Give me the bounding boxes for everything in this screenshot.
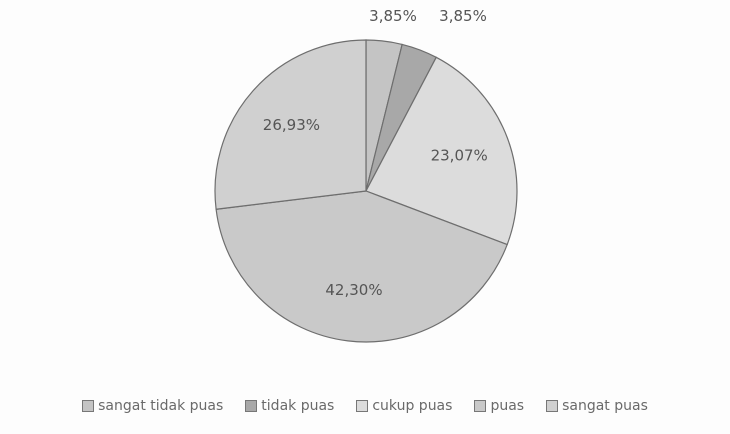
- pie-slice-puas: [215, 190, 508, 343]
- pie-slice-sangat-puas: [214, 39, 367, 210]
- data-label-sangat-tidak-puas: 3,85%: [369, 7, 417, 25]
- legend-label: cukup puas: [372, 398, 453, 414]
- legend-item-sangat-puas: sangat puas: [546, 398, 648, 414]
- data-label-sangat-puas: 26,93%: [263, 116, 320, 134]
- pie-slices: [214, 39, 518, 343]
- legend-label: sangat tidak puas: [98, 398, 224, 414]
- legend-label: sangat puas: [562, 398, 648, 414]
- legend-swatch: [356, 400, 369, 412]
- pie-plot-area: 3,85% 3,85% 23,07% 42,30% 26,93%: [214, 7, 518, 343]
- chart-legend: sangat tidak puas tidak puas cukup puas …: [0, 398, 730, 414]
- pie-data-labels: 3,85% 3,85% 23,07% 42,30% 26,93%: [263, 7, 488, 299]
- legend-label: puas: [490, 398, 525, 414]
- legend-label: tidak puas: [261, 398, 335, 414]
- legend-item-puas: puas: [474, 398, 524, 414]
- legend-swatch: [546, 400, 559, 412]
- pie-slice-cukup-puas: [365, 56, 518, 246]
- data-label-cukup-puas: 23,07%: [431, 147, 488, 165]
- data-label-tidak-puas: 3,85%: [439, 7, 487, 25]
- data-label-puas: 42,30%: [325, 281, 382, 299]
- legend-swatch: [474, 400, 487, 412]
- legend-swatch: [82, 400, 95, 412]
- legend-item-cukup-puas: cukup puas: [356, 398, 452, 414]
- legend-swatch: [245, 400, 258, 412]
- legend-item-tidak-puas: tidak puas: [245, 398, 334, 414]
- legend-item-sangat-tidak-puas: sangat tidak puas: [82, 398, 223, 414]
